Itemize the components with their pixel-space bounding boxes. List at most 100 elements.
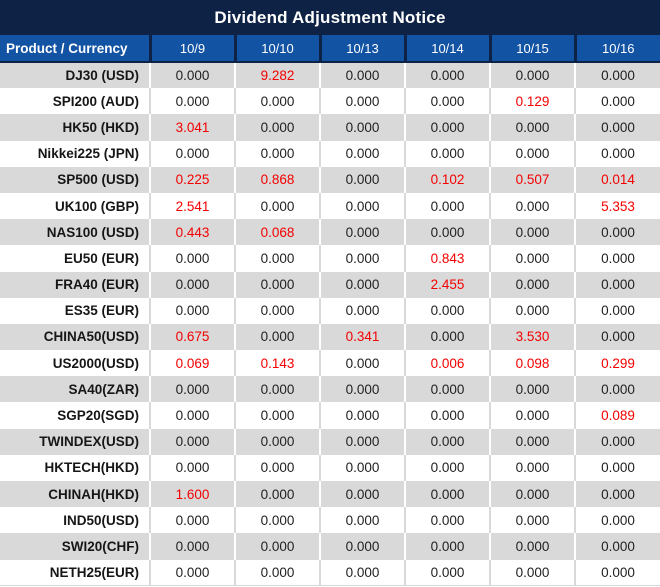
- value-cell: 0.000: [149, 428, 235, 455]
- product-cell: CHINAH(HKD): [0, 481, 150, 508]
- value-cell: 0.000: [319, 271, 405, 298]
- value-cell: 0.000: [319, 166, 405, 193]
- value-cell: 0.000: [319, 481, 405, 508]
- value-cell: 0.000: [489, 481, 575, 508]
- value-cell: 0.225: [149, 166, 235, 193]
- value-cell: 0.102: [404, 166, 490, 193]
- value-cell: 0.507: [489, 166, 575, 193]
- value-cell: 2.455: [404, 271, 490, 298]
- value-cell: 0.000: [234, 507, 320, 534]
- value-cell: 0.000: [234, 428, 320, 455]
- value-cell: 0.000: [489, 192, 575, 220]
- product-cell: HKTECH(HKD): [0, 454, 150, 481]
- value-cell: 0.000: [234, 88, 320, 115]
- product-cell: SA40(ZAR): [0, 376, 150, 403]
- product-cell: SWI20(CHF): [0, 533, 150, 560]
- value-cell: 0.000: [319, 140, 405, 167]
- value-cell: 0.000: [319, 192, 405, 220]
- value-cell: 0.000: [489, 114, 575, 141]
- value-cell: 0.000: [319, 219, 405, 246]
- table-row: EU50 (EUR) 0.000 0.000 0.000 0.843 0.000 0.000: [0, 245, 660, 272]
- value-cell: 0.000: [234, 245, 320, 272]
- value-cell: 0.299: [574, 350, 660, 377]
- value-cell: 0.868: [234, 166, 320, 193]
- value-cell: 0.000: [574, 428, 660, 455]
- value-cell: 0.000: [234, 454, 320, 481]
- value-cell: 0.675: [149, 323, 235, 351]
- table-row: HK50 (HKD) 3.041 0.000 0.000 0.000 0.000 0.000: [0, 114, 660, 141]
- value-cell: 0.000: [489, 533, 575, 560]
- table-row: FRA40 (EUR) 0.000 0.000 0.000 2.455 0.000 0.00…: [0, 271, 660, 298]
- value-cell: 0.000: [404, 62, 490, 89]
- value-cell: 0.000: [149, 507, 235, 534]
- value-cell: 0.000: [149, 297, 235, 324]
- product-cell: HK50 (HKD): [0, 114, 150, 141]
- product-cell: TWINDEX(USD): [0, 428, 150, 455]
- value-cell: 0.000: [234, 376, 320, 403]
- value-cell: 0.000: [319, 114, 405, 141]
- value-cell: 0.000: [489, 271, 575, 298]
- value-cell: 0.000: [404, 192, 490, 220]
- value-cell: 0.000: [574, 559, 660, 586]
- value-cell: 3.041: [149, 114, 235, 141]
- header-product-currency: Product / Currency: [0, 35, 150, 63]
- value-cell: 0.000: [234, 140, 320, 167]
- value-cell: 0.000: [319, 454, 405, 481]
- value-cell: 0.000: [319, 245, 405, 272]
- value-cell: 0.000: [234, 297, 320, 324]
- header-date: 10/13: [318, 35, 405, 63]
- value-cell: 0.000: [149, 454, 235, 481]
- product-cell: NETH25(EUR): [0, 559, 150, 586]
- product-cell: CHINA50(USD): [0, 323, 150, 351]
- value-cell: 0.000: [404, 323, 490, 351]
- value-cell: 0.000: [404, 507, 490, 534]
- value-cell: 0.000: [149, 88, 235, 115]
- value-cell: 0.000: [149, 533, 235, 560]
- value-cell: 0.129: [489, 88, 575, 115]
- value-cell: 0.341: [319, 323, 405, 351]
- value-cell: 0.069: [149, 350, 235, 377]
- table-row: SP500 (USD) 0.225 0.868 0.000 0.102 0.507 0.01…: [0, 166, 660, 193]
- value-cell: 0.000: [404, 454, 490, 481]
- table-row: TWINDEX(USD) 0.000 0.000 0.000 0.000 0.000 0.0…: [0, 428, 660, 455]
- product-cell: NAS100 (USD): [0, 219, 150, 246]
- table-row: US2000(USD) 0.069 0.143 0.000 0.006 0.098 0.29…: [0, 350, 660, 377]
- table-row: DJ30 (USD) 0.000 9.282 0.000 0.000 0.000 0.000: [0, 62, 660, 89]
- table-row: NETH25(EUR) 0.000 0.000 0.000 0.000 0.000 0.00…: [0, 559, 660, 586]
- product-cell: EU50 (EUR): [0, 245, 150, 272]
- value-cell: 0.000: [319, 62, 405, 89]
- value-cell: 0.000: [234, 533, 320, 560]
- table-row: CHINAH(HKD) 1.600 0.000 0.000 0.000 0.000 0.00…: [0, 481, 660, 508]
- header-row: Product / Currency 10/9 10/10 10/13 10/14 10/…: [0, 35, 660, 63]
- table-row: ES35 (EUR) 0.000 0.000 0.000 0.000 0.000 0.000: [0, 297, 660, 324]
- value-cell: 1.600: [149, 481, 235, 508]
- value-cell: 9.282: [234, 62, 320, 89]
- page-title: Dividend Adjustment Notice: [214, 7, 446, 27]
- header-date: 10/9: [148, 35, 235, 63]
- value-cell: 0.000: [404, 140, 490, 167]
- product-cell: SGP20(SGD): [0, 402, 150, 429]
- value-cell: 0.000: [574, 481, 660, 508]
- value-cell: 0.000: [404, 114, 490, 141]
- value-cell: 0.000: [404, 219, 490, 246]
- value-cell: 0.000: [234, 559, 320, 586]
- table-row: SPI200 (AUD) 0.000 0.000 0.000 0.000 0.129 0.0…: [0, 88, 660, 115]
- value-cell: 0.000: [149, 140, 235, 167]
- table-row: SA40(ZAR) 0.000 0.000 0.000 0.000 0.000 0.000: [0, 376, 660, 403]
- value-cell: 0.000: [489, 140, 575, 167]
- value-cell: 0.000: [574, 219, 660, 246]
- value-cell: 0.000: [489, 219, 575, 246]
- value-cell: 0.000: [319, 297, 405, 324]
- value-cell: 0.443: [149, 219, 235, 246]
- value-cell: 0.014: [574, 166, 660, 193]
- value-cell: 0.000: [574, 323, 660, 351]
- table-row: UK100 (GBP) 2.541 0.000 0.000 0.000 0.000 5.35…: [0, 192, 660, 220]
- value-cell: 0.000: [149, 376, 235, 403]
- value-cell: 0.000: [574, 533, 660, 560]
- value-cell: 0.000: [574, 271, 660, 298]
- value-cell: 0.000: [574, 140, 660, 167]
- table-body: DJ30 (USD) 0.000 9.282 0.000 0.000 0.000 0.000…: [0, 62, 660, 586]
- value-cell: 5.353: [574, 192, 660, 220]
- value-cell: 0.000: [489, 297, 575, 324]
- value-cell: 0.000: [319, 559, 405, 586]
